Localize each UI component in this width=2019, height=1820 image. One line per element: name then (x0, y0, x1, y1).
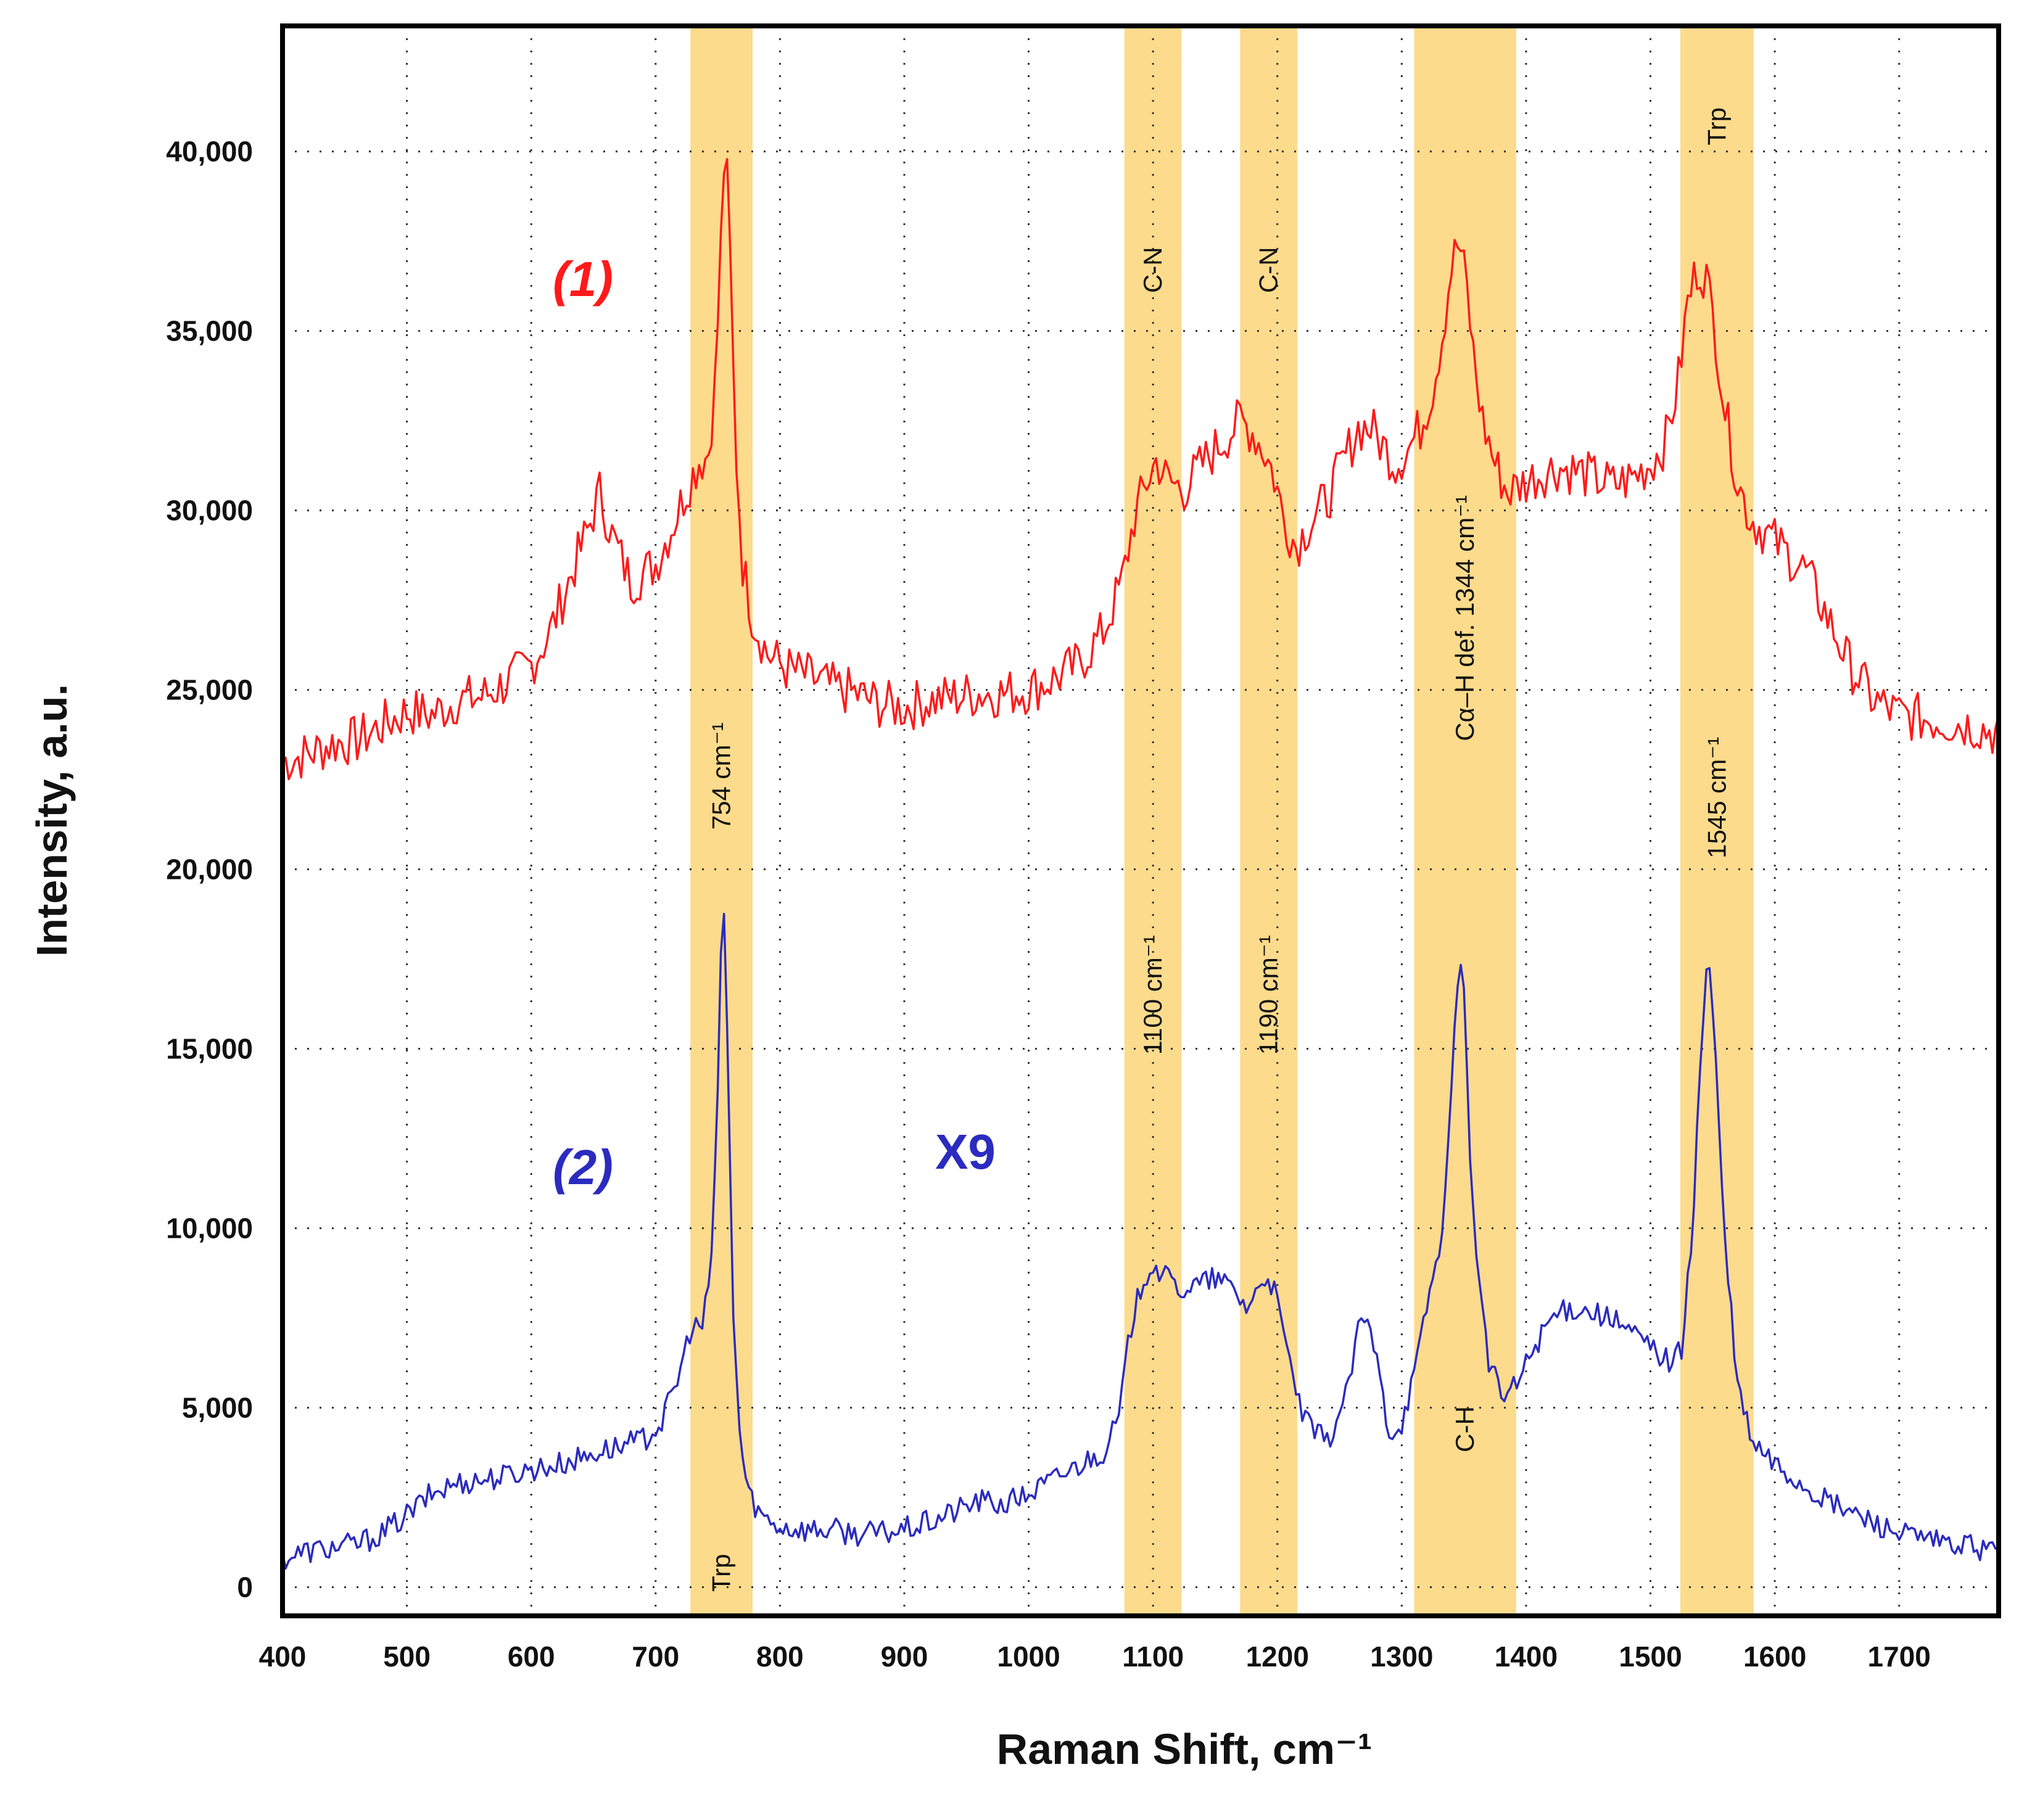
x-tick-label: 700 (632, 1641, 679, 1673)
series-line-1 (281, 158, 2000, 781)
spectrum-series (281, 158, 2000, 1570)
y-tick-label: 25,000 (166, 674, 253, 706)
highlight-band-4 (1414, 26, 1516, 1616)
x-tick-label: 1200 (1246, 1641, 1309, 1673)
band-3-label-2: 1190 cm⁻¹ (1254, 935, 1283, 1055)
band-5-label-1: Trp (1702, 107, 1731, 145)
band-2-label-2: 1100 cm⁻¹ (1138, 935, 1167, 1055)
series-2-label: (2) (553, 1140, 613, 1195)
y-tick-label: 40,000 (166, 136, 253, 168)
band-5-label-2: 1545 cm⁻¹ (1702, 737, 1731, 859)
band-labels: 754 cm⁻¹ Trp C-N 1100 cm⁻¹ C-N 1190 cm⁻¹ Cα–H … (707, 107, 1732, 1592)
x-tick-label: 500 (383, 1641, 431, 1673)
band-1-label-1: 754 cm⁻¹ (707, 722, 736, 830)
x-tick-label: 1600 (1743, 1641, 1806, 1673)
x-tick-label: 1700 (1868, 1641, 1931, 1673)
x-tick-label: 1000 (997, 1641, 1060, 1673)
x-tick-label: 1300 (1370, 1641, 1433, 1673)
x-tick-labels: 400 500 600 700 800 900 1000 1100 1200 1300 1400 15… (259, 1641, 1931, 1673)
x-axis-title: Raman Shift, cm⁻¹ (997, 1725, 1373, 1773)
x-tick-label: 800 (756, 1641, 804, 1673)
multiplier-label: X9 (935, 1124, 996, 1179)
y-tick-label: 5,000 (182, 1391, 253, 1423)
y-axis-title: Intensity, a.u. (28, 684, 76, 957)
band-4-label-1: Cα–H def. 1344 cm⁻¹ (1450, 495, 1479, 741)
x-tick-label: 1100 (1122, 1641, 1184, 1673)
x-tick-label: 600 (508, 1641, 555, 1673)
band-2-label-1: C-N (1138, 247, 1167, 293)
highlight-band-5 (1680, 26, 1754, 1616)
y-tick-label: 20,000 (166, 854, 253, 886)
y-tick-label: 10,000 (166, 1213, 253, 1245)
highlight-band-2 (1124, 26, 1182, 1616)
y-tick-labels: 0 5,000 10,000 15,000 20,000 25,000 30,000 35,0… (166, 136, 253, 1604)
y-tick-label: 35,000 (166, 315, 253, 347)
x-tick-label: 1400 (1495, 1641, 1558, 1673)
y-tick-label: 30,000 (166, 495, 253, 527)
y-tick-label: 15,000 (166, 1033, 253, 1065)
plot-frame (280, 23, 2001, 1618)
series-1-label: (1) (553, 252, 613, 307)
series-line-2 (281, 912, 1999, 1570)
x-tick-label: 1500 (1619, 1641, 1682, 1673)
x-tick-label: 400 (259, 1641, 307, 1673)
band-1-label-2: Trp (707, 1554, 736, 1591)
band-3-label-1: C-N (1254, 247, 1283, 293)
highlight-bands (690, 26, 1754, 1616)
x-tick-label: 900 (881, 1641, 928, 1673)
band-4-label-2: C-H (1450, 1406, 1479, 1452)
highlight-band-1 (690, 26, 753, 1616)
y-tick-label: 0 (237, 1571, 253, 1603)
